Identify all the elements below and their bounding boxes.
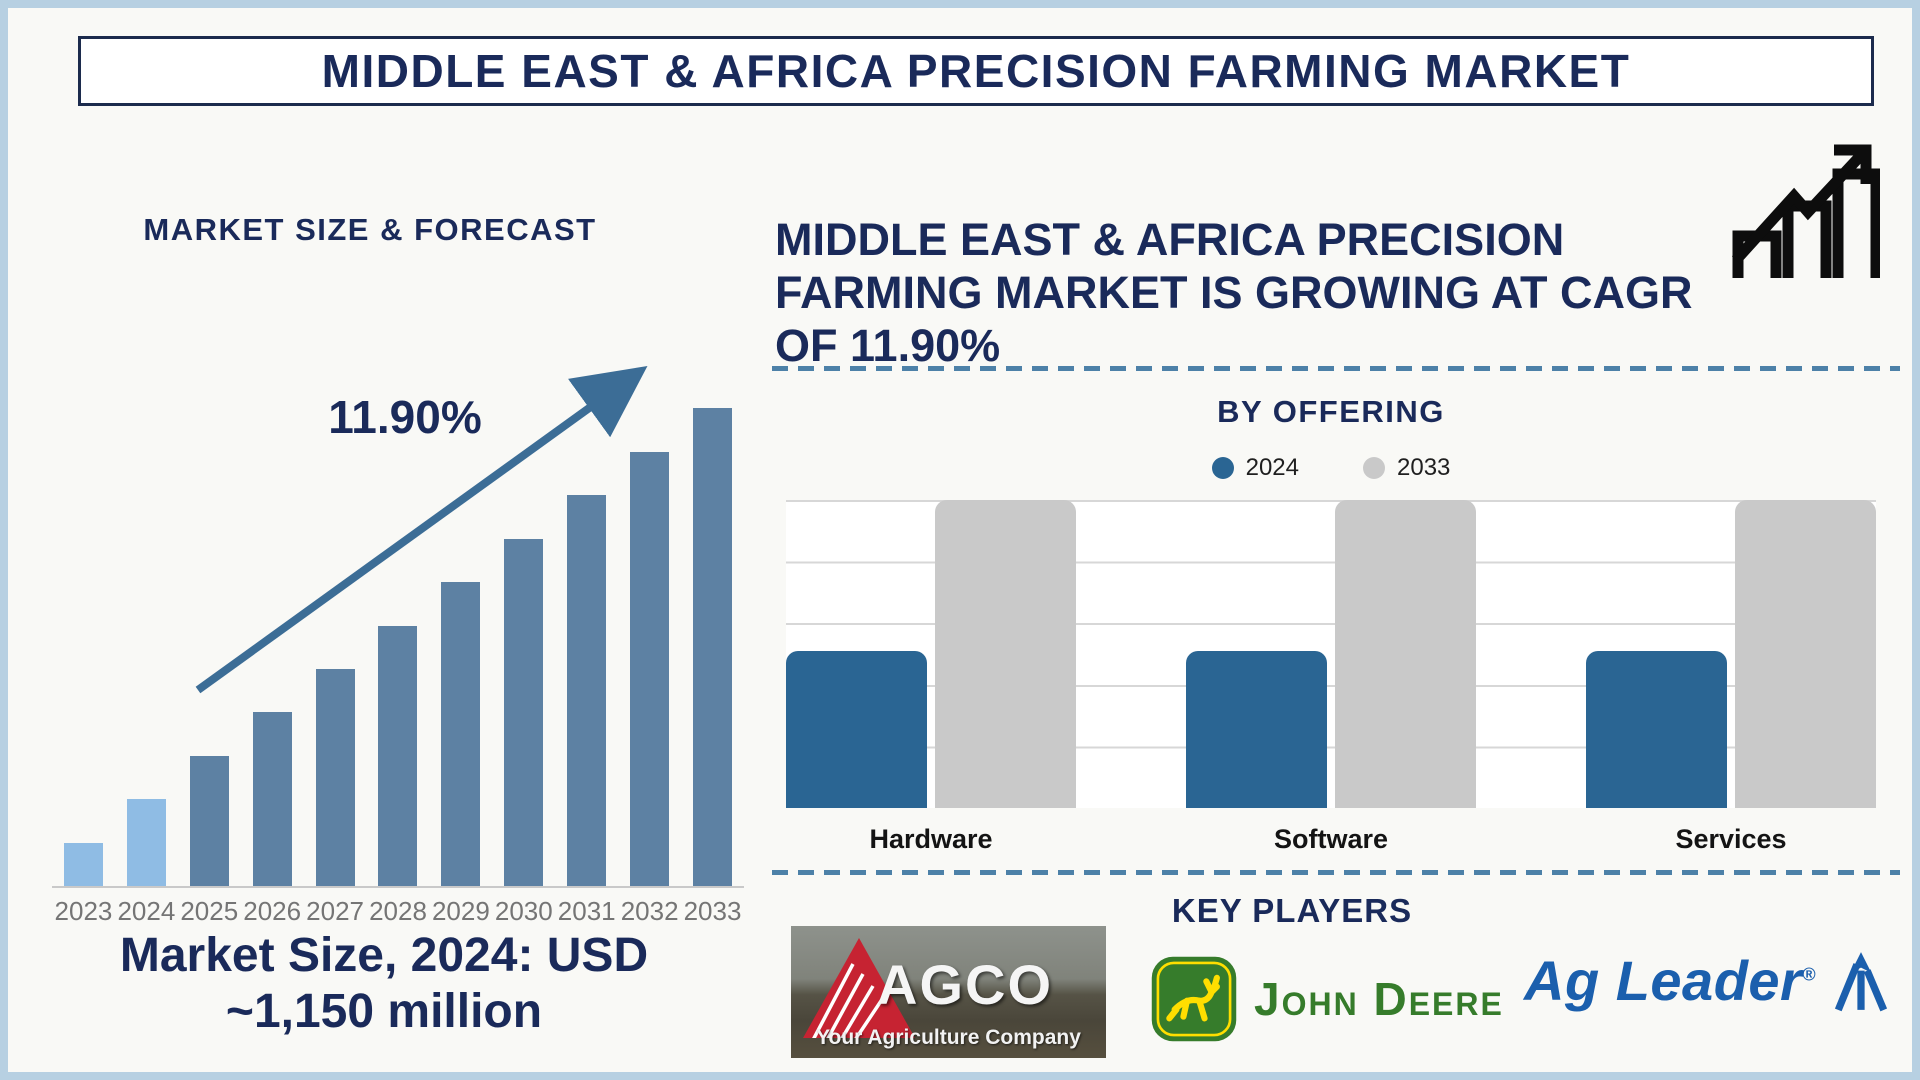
msf-col-2031 xyxy=(555,408,618,886)
offering-bar-services-2024 xyxy=(1586,650,1727,808)
msf-bar-2024 xyxy=(126,799,166,886)
title-banner: MIDDLE EAST & AFRICA PRECISION FARMING M… xyxy=(78,36,1874,106)
msf-bar-2029 xyxy=(441,582,481,886)
dashed-divider-top xyxy=(772,366,1900,371)
msf-year-label-2028: 2028 xyxy=(369,896,427,926)
legend-dot-2024 xyxy=(1211,457,1234,479)
msf-bar-2033 xyxy=(693,408,733,886)
page-title: MIDDLE EAST & AFRICA PRECISION FARMING M… xyxy=(321,45,1631,97)
cagr-annotation: 11.90% xyxy=(328,391,482,443)
msf-year-label-2026: 2026 xyxy=(243,896,302,926)
by-offering-title: BY OFFERING xyxy=(1217,394,1445,429)
msf-year-label-2033: 2033 xyxy=(683,896,742,926)
msf-col-2027 xyxy=(304,408,367,886)
msf-year-label-2025: 2025 xyxy=(180,896,239,926)
msf-year-label-2023: 2023 xyxy=(54,896,113,926)
growth-chart-icon xyxy=(1731,144,1880,278)
agco-wordmark: AGCO xyxy=(877,953,1053,1016)
offering-category-label-services: Services xyxy=(1675,824,1787,854)
msf-bar-2030 xyxy=(504,538,544,886)
msf-bar-2026 xyxy=(252,712,292,886)
msf-bars xyxy=(52,408,744,888)
cagr-headline-line2: FARMING MARKET IS GROWING AT CAGR xyxy=(775,267,1693,319)
offering-bar-software-2033 xyxy=(1335,500,1476,808)
legend-item-2024: 2024 xyxy=(1211,454,1299,482)
msf-year-label-2027: 2027 xyxy=(306,896,364,926)
msf-bar-2025 xyxy=(189,755,229,886)
msf-year-label-2031: 2031 xyxy=(557,896,616,926)
msf-bar-2032 xyxy=(630,451,670,886)
msf-col-2029 xyxy=(429,408,492,886)
offering-bar-hardware-2024 xyxy=(786,650,927,808)
legend-item-2033: 2033 xyxy=(1363,454,1450,482)
msf-bar-2028 xyxy=(378,625,418,886)
msf-year-label-2024: 2024 xyxy=(117,896,176,926)
msf-bar-2027 xyxy=(315,668,355,886)
key-players-title: KEY PLAYERS xyxy=(1171,892,1413,929)
msf-col-2023 xyxy=(52,408,115,886)
ag-leader-arrow-icon xyxy=(1835,951,1888,1011)
msf-year-label-2029: 2029 xyxy=(431,896,490,926)
market-size-forecast-title: MARKET SIZE & FORECAST xyxy=(143,212,597,247)
offering-category-label-hardware: Hardware xyxy=(869,824,993,854)
market-size-caption: Market Size, 2024: USD ~1,150 million xyxy=(28,928,740,1039)
msf-col-2028 xyxy=(367,408,430,886)
legend-label-2033: 2033 xyxy=(1397,454,1451,481)
by-offering-category-labels: Hardware Software Services xyxy=(786,824,1876,855)
cagr-headline-line3: OF 11.90% xyxy=(775,320,1001,372)
msf-year-label-2032: 2032 xyxy=(620,896,679,926)
agco-logo: AGCO Your Agriculture Company xyxy=(791,926,1106,1058)
market-size-caption-line1: Market Size, 2024: USD xyxy=(119,929,649,982)
john-deere-deer-icon xyxy=(1151,956,1237,1042)
msf-col-2033 xyxy=(681,408,744,886)
growth-trend-arrow xyxy=(195,365,648,694)
registered-mark: ® xyxy=(1802,964,1817,985)
msf-year-label-2030: 2030 xyxy=(494,896,553,926)
dashed-divider-bottom xyxy=(772,870,1900,875)
cagr-headline-line1: MIDDLE EAST & AFRICA PRECISION xyxy=(775,214,1565,265)
msf-years: 2023 2024 2025 2026 2027 2028 2029 2030 2031 2032… xyxy=(52,896,744,927)
ag-leader-logo: Ag Leader® xyxy=(1524,948,1892,1013)
legend-label-2024: 2024 xyxy=(1245,454,1299,481)
john-deere-wordmark: John Deere xyxy=(1254,973,1504,1025)
ag-leader-wordmark: Ag Leader® xyxy=(1524,949,1817,1012)
msf-bar-2031 xyxy=(567,495,607,886)
offering-category-label-software: Software xyxy=(1273,824,1389,854)
msf-col-2032 xyxy=(618,408,681,886)
by-offering-legend: 2024 2033 xyxy=(786,454,1876,482)
agco-tagline: Your Agriculture Company xyxy=(816,1026,1081,1049)
agco-triangle-icon xyxy=(803,938,915,1038)
by-offering-bars xyxy=(786,500,1876,808)
legend-dot-2033 xyxy=(1363,457,1385,479)
msf-col-2030 xyxy=(492,408,555,886)
offering-bar-hardware-2033 xyxy=(935,500,1076,808)
offering-group-software xyxy=(1186,500,1476,808)
offering-group-hardware xyxy=(786,500,1076,808)
john-deere-logo: John Deere xyxy=(1150,954,1504,1044)
msf-col-2025 xyxy=(178,408,241,886)
msf-bar-2023 xyxy=(63,842,103,886)
market-size-caption-line2: ~1,150 million xyxy=(225,984,543,1038)
cagr-headline: MIDDLE EAST & AFRICA PRECISION FARMING M… xyxy=(775,213,1735,372)
msf-col-2024 xyxy=(115,408,178,886)
offering-bar-services-2033 xyxy=(1735,500,1876,808)
msf-col-2026 xyxy=(241,408,304,886)
offering-bar-software-2024 xyxy=(1186,650,1327,808)
offering-group-services xyxy=(1586,500,1876,808)
